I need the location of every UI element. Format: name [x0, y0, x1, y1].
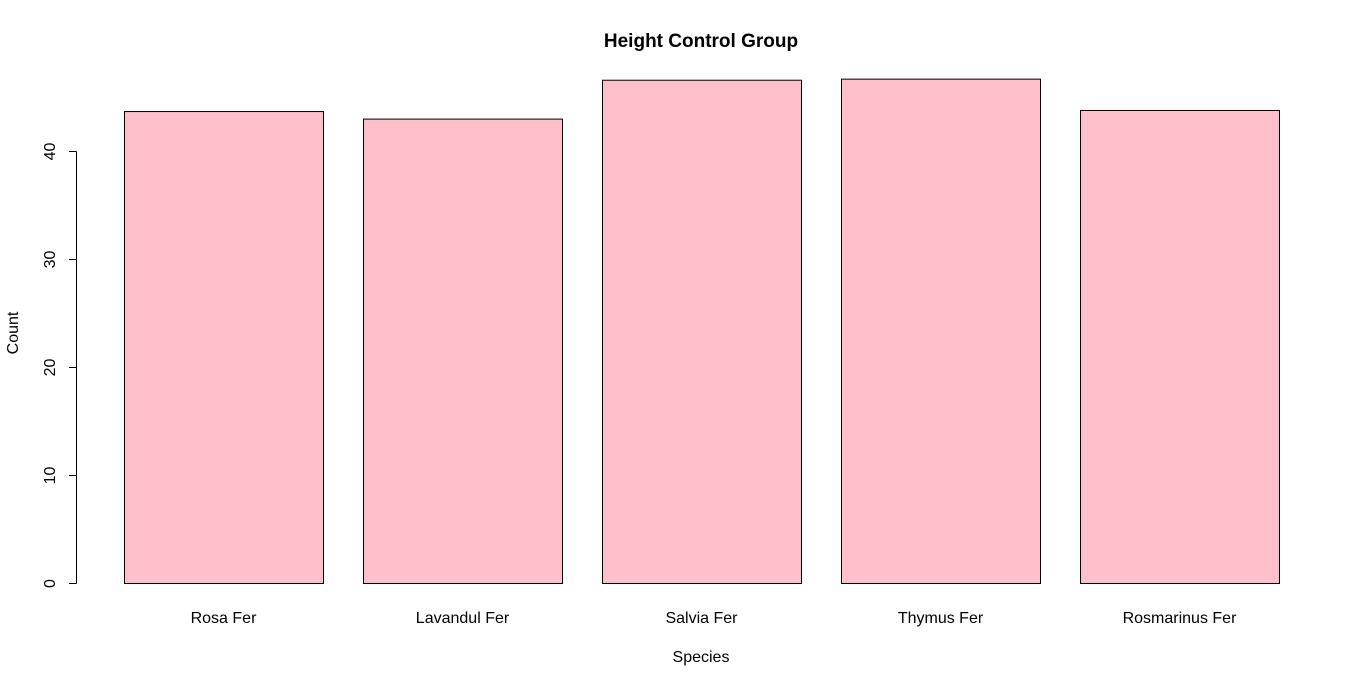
y-tick-label: 10 [42, 467, 59, 485]
bar-thymus-fer [841, 78, 1041, 584]
x-tick-label: Rosa Fer [191, 610, 257, 627]
x-tick-label: Salvia Fer [665, 610, 738, 627]
y-tick-label: 20 [42, 359, 59, 377]
x-tick-label: Lavandul Fer [416, 610, 510, 627]
chart-title: Height Control Group [604, 31, 798, 52]
x-tick-labels: Rosa Fer Lavandul Fer Salvia Fer Thymus Fer… [191, 610, 1237, 627]
y-tick-label: 30 [42, 251, 59, 269]
bar-rosmarinus-fer [1080, 109, 1280, 585]
x-tick-label: Thymus Fer [898, 610, 984, 627]
bar-lavandul-fer [363, 118, 563, 584]
y-tick-label: 40 [42, 143, 59, 161]
x-tick-label: Rosmarinus Fer [1123, 610, 1237, 627]
bar-salvia-fer [602, 79, 802, 584]
y-axis-label: Count [5, 311, 22, 354]
y-axis: 0 10 20 30 40 [42, 143, 77, 588]
bars-group [124, 78, 1280, 585]
y-tick-label: 0 [42, 579, 59, 588]
x-axis-label: Species [673, 649, 730, 666]
bar-rosa-fer [124, 111, 324, 584]
